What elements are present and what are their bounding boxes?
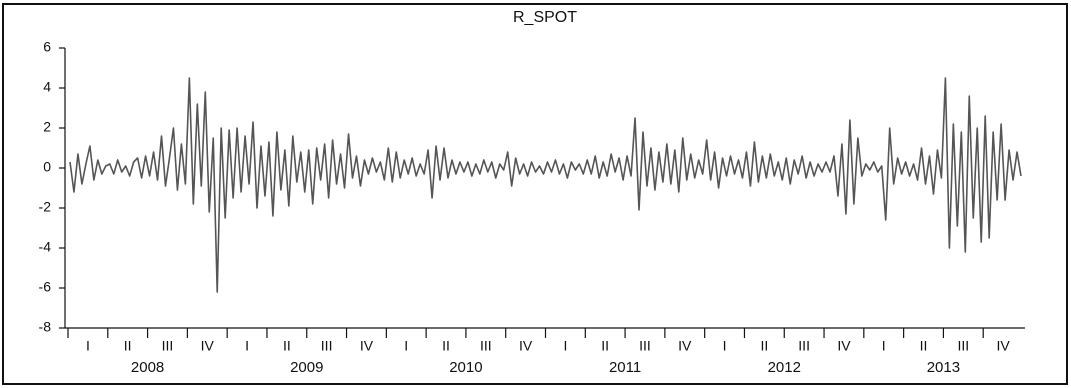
year-label: 2011 [609,359,641,376]
x-tick-label: III [798,338,810,354]
y-tick-label: 2 [43,119,51,135]
y-tick-label: 6 [43,39,51,55]
year-label: 2012 [768,359,801,376]
x-tick-label: IV [837,338,851,354]
x-tick-label: III [639,338,651,354]
y-tick-label: 4 [43,79,51,95]
year-label: 2009 [290,359,323,376]
x-tick-label: II [283,338,291,354]
x-tick-label: I [563,338,567,354]
year-label: 2008 [131,359,164,376]
y-tick-label: -8 [39,319,52,335]
y-tick-label: -2 [39,199,52,215]
x-tick-label: II [920,338,928,354]
year-label: 2010 [449,359,482,376]
x-tick-label: I [86,338,90,354]
x-tick-label: I [882,338,886,354]
x-tick-label: II [760,338,768,354]
x-tick-label: I [723,338,727,354]
x-tick-label: II [442,338,450,354]
x-tick-label: IV [678,338,692,354]
y-tick-label: -4 [39,239,52,255]
x-tick-label: III [321,338,333,354]
x-tick-label: III [957,338,969,354]
x-tick-label: III [480,338,492,354]
y-tick-label: 0 [43,159,51,175]
y-tick-label: -6 [39,279,52,295]
x-tick-label: III [162,338,174,354]
x-tick-label: I [245,338,249,354]
chart-title: R_SPOT [513,9,577,26]
series-line [69,77,1022,293]
x-tick-label: IV [201,338,215,354]
x-tick-label: IV [519,338,533,354]
x-tick-label: IV [360,338,374,354]
year-label: 2013 [927,359,960,376]
x-tick-label: IV [996,338,1010,354]
x-tick-label: II [601,338,609,354]
x-tick-label: II [124,338,132,354]
frame [2,3,1068,385]
x-tick-label: I [404,338,408,354]
